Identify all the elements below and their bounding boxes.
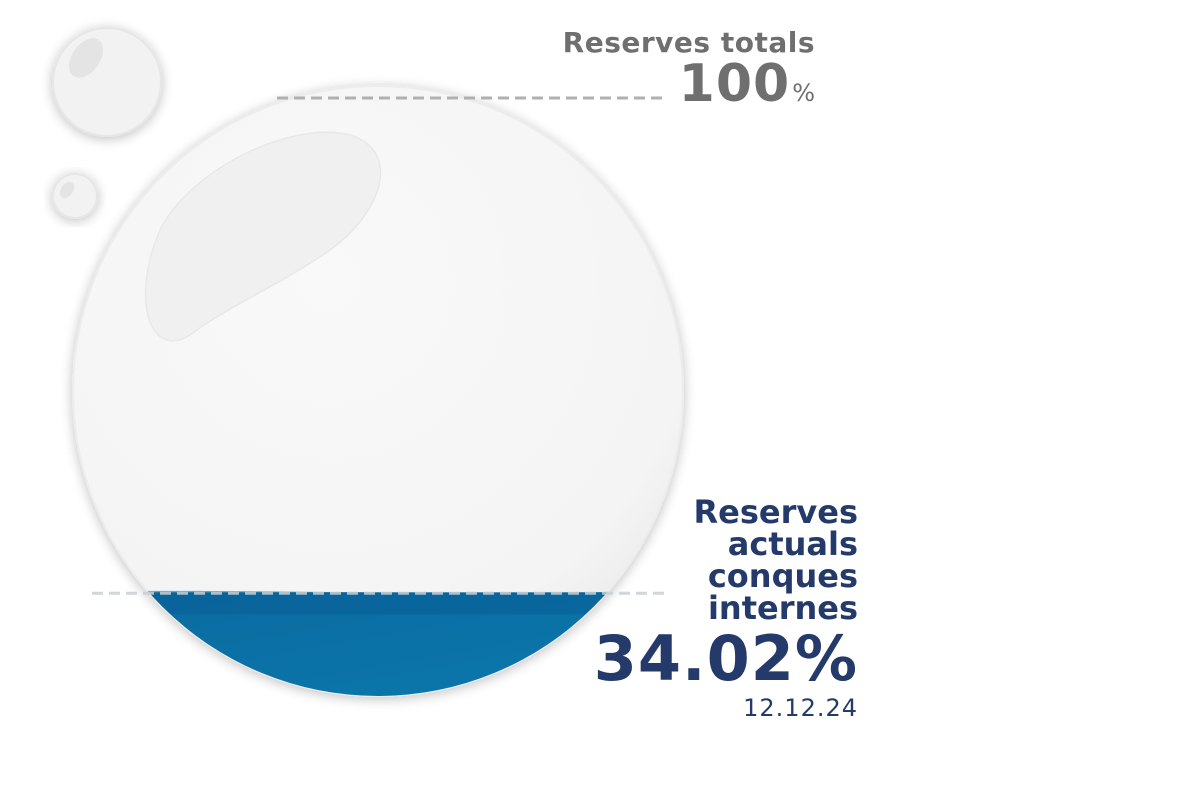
bubble-large-icon xyxy=(52,27,162,137)
sphere-highlight xyxy=(144,131,382,342)
total-value-unit: % xyxy=(792,79,815,107)
current-reserves-label: Reserves actuals conques internes xyxy=(600,496,858,624)
total-value-number: 100 xyxy=(678,54,791,114)
total-reserves-value: 100% xyxy=(515,56,815,124)
current-label-line: conques xyxy=(707,557,858,595)
current-label-line: actuals xyxy=(727,525,858,563)
water-surface xyxy=(73,589,683,615)
current-reserves-date: 12.12.24 xyxy=(743,694,858,722)
current-label-line: internes xyxy=(707,589,858,627)
current-label-line: Reserves xyxy=(693,493,858,531)
total-reserves-label: Reserves totals xyxy=(562,26,815,59)
bubble-small-icon xyxy=(52,173,98,219)
current-reserves-value: 34.02% xyxy=(593,622,858,695)
